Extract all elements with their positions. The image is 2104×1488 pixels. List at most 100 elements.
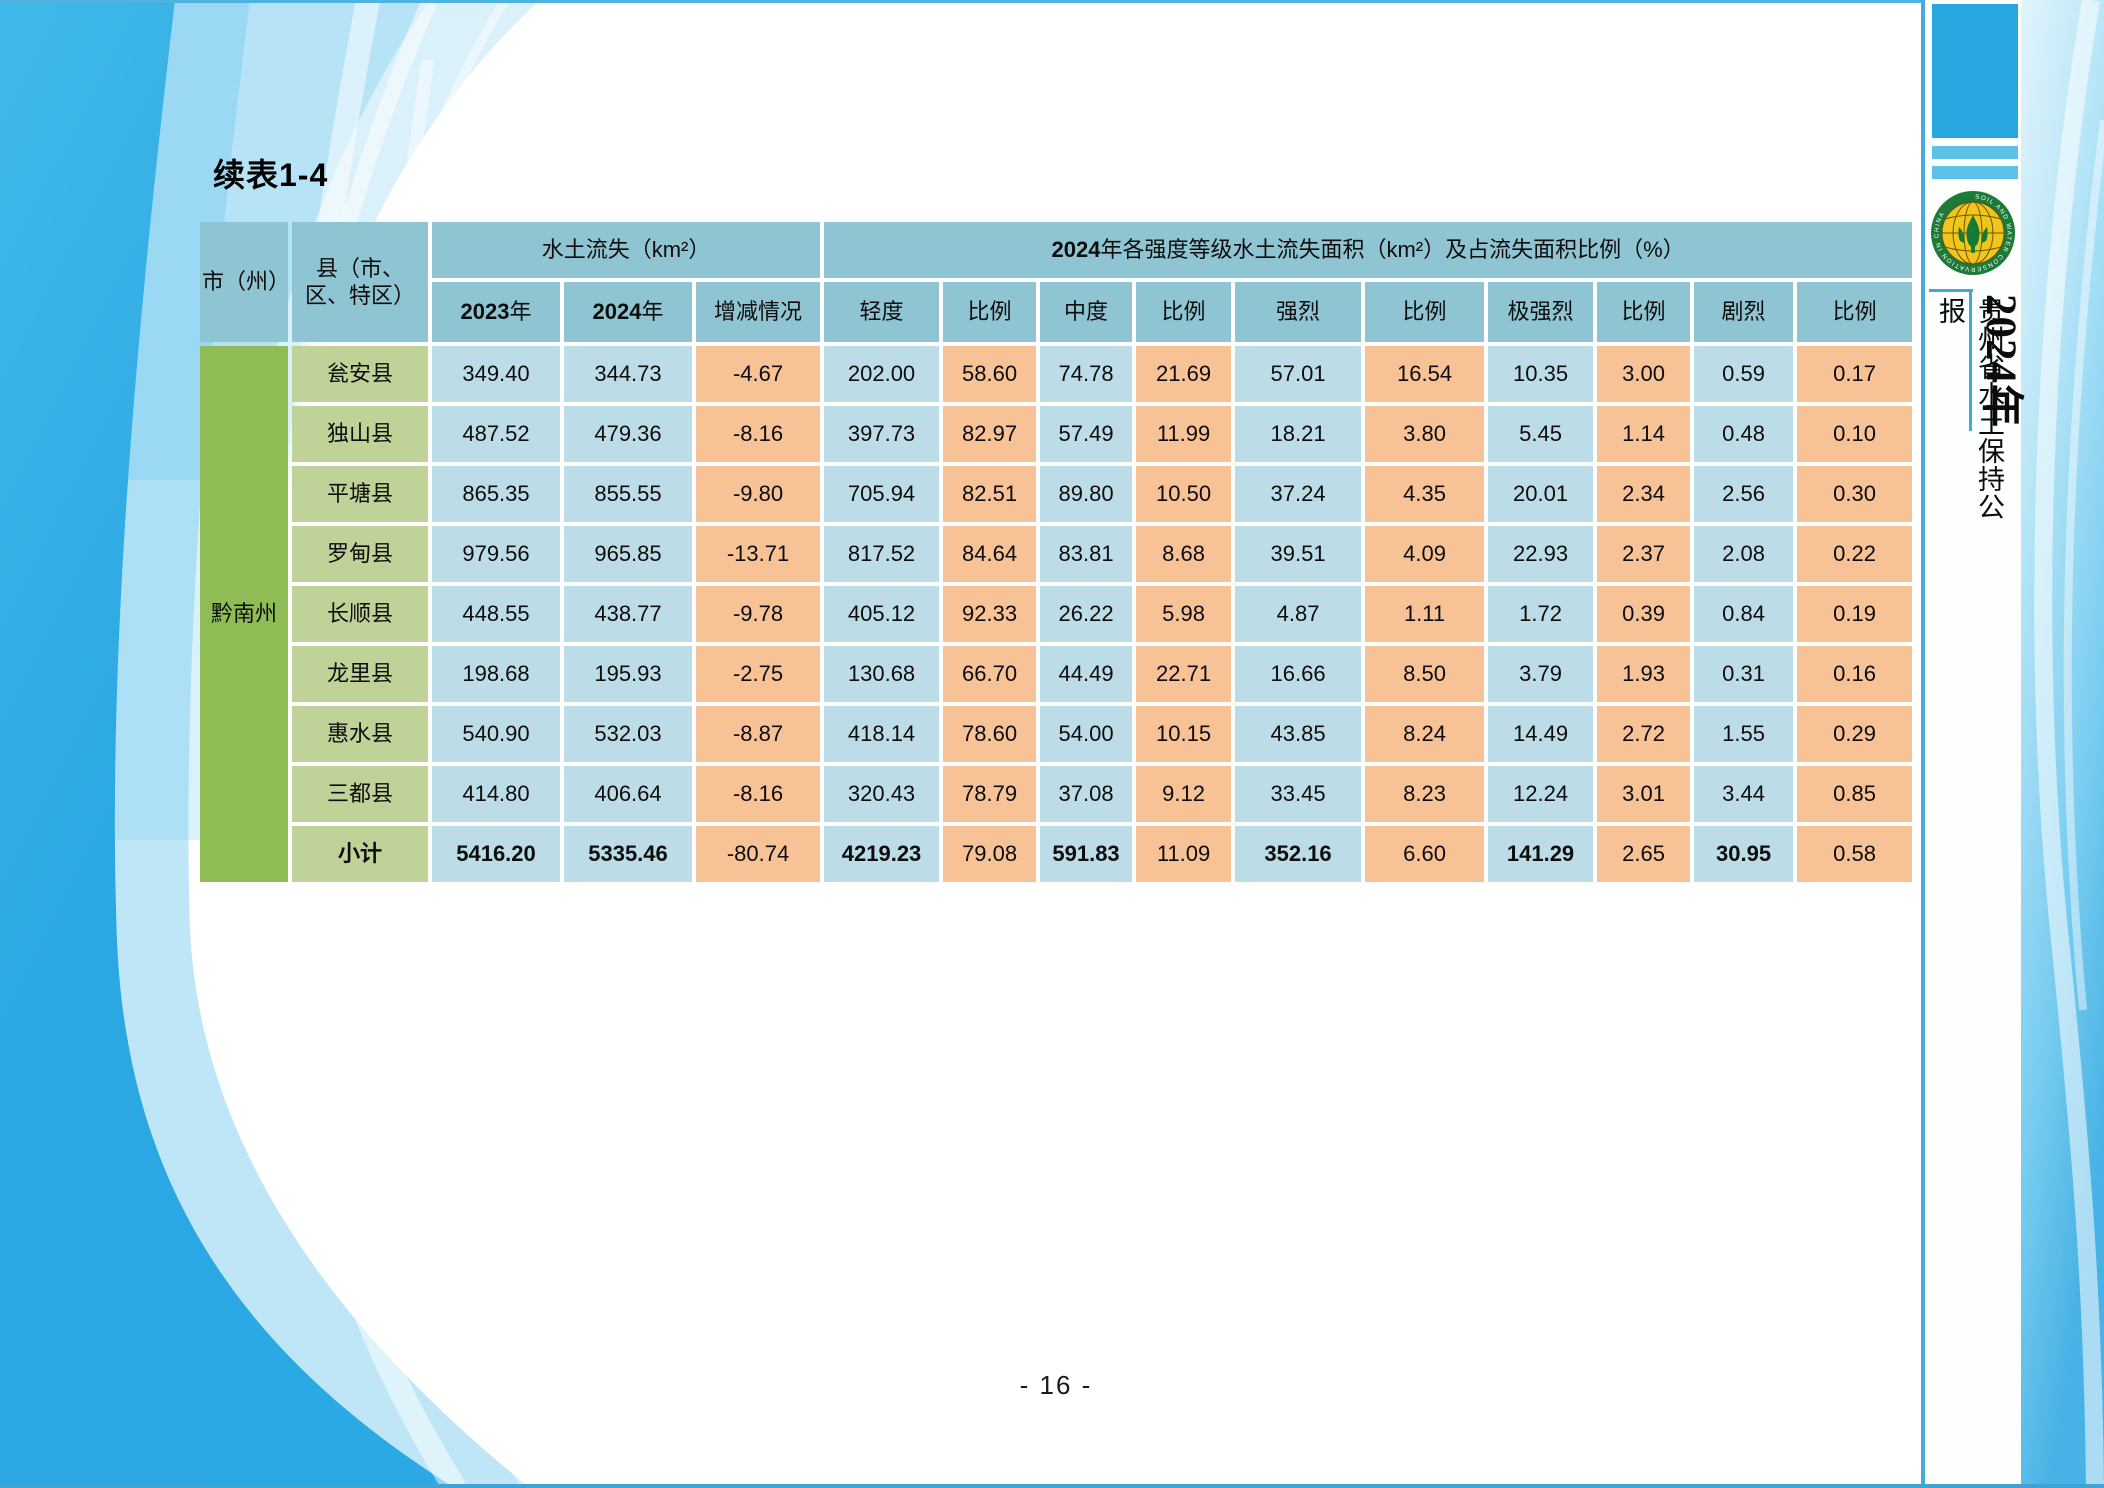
value-cell: 39.51 — [1235, 526, 1362, 582]
value-cell: 74.78 — [1040, 346, 1133, 402]
county-cell: 瓮安县 — [292, 346, 428, 402]
value-cell: -8.16 — [696, 766, 821, 822]
value-cell: 320.43 — [824, 766, 940, 822]
page-bottom-border — [0, 1484, 2104, 1488]
value-cell: 0.59 — [1694, 346, 1794, 402]
value-cell: 979.56 — [432, 526, 560, 582]
table-row: 黔南州 瓮安县 349.40 344.73 -4.67 202.00 58.60 74.78 2… — [200, 346, 1913, 882]
value-cell: 89.80 — [1040, 466, 1133, 522]
value-cell: 865.35 — [432, 466, 560, 522]
header-city: 市（州） — [200, 222, 288, 342]
value-cell: 12.24 — [1488, 766, 1594, 822]
county-cell: 长顺县 — [292, 586, 428, 642]
header-intensity-col: 极强烈 — [1488, 282, 1594, 342]
value-cell: 92.33 — [943, 586, 1037, 642]
county-cell: 小计 — [292, 826, 428, 882]
value-cell: 79.08 — [943, 826, 1037, 882]
value-cell: 16.54 — [1365, 346, 1485, 402]
value-cell: 2.65 — [1597, 826, 1691, 882]
table-row: 惠水县 540.90 532.03 -8.87 418.14 78.60 54.00 10.1… — [200, 706, 1913, 762]
value-cell: 8.23 — [1365, 766, 1485, 822]
value-cell: 83.81 — [1040, 526, 1133, 582]
value-cell: -8.16 — [696, 406, 821, 462]
value-cell: 202.00 — [824, 346, 940, 402]
value-cell: 78.79 — [943, 766, 1037, 822]
header-intensity-col: 中度 — [1040, 282, 1133, 342]
header-2024: 2024年 — [564, 282, 692, 342]
value-cell: 352.16 — [1235, 826, 1362, 882]
value-cell: 2.08 — [1694, 526, 1794, 582]
value-cell: 0.29 — [1797, 706, 1913, 762]
value-cell: 26.22 — [1040, 586, 1133, 642]
value-cell: 0.85 — [1797, 766, 1913, 822]
table-header: 市（州） 县（市、 区、特区） 水土流失（km²） 2024年各强度等级水土流失… — [200, 222, 1913, 342]
value-cell: 397.73 — [824, 406, 940, 462]
value-cell: 3.01 — [1597, 766, 1691, 822]
soil-water-conservation-logo-icon: SOIL AND WATER CONSERVATION IN CHINA — [1931, 191, 2015, 275]
value-cell: 4219.23 — [824, 826, 940, 882]
sidebar-accent-bar — [1932, 166, 2018, 179]
value-cell: 22.93 — [1488, 526, 1594, 582]
value-cell: 1.14 — [1597, 406, 1691, 462]
value-cell: 0.84 — [1694, 586, 1794, 642]
value-cell: 591.83 — [1040, 826, 1133, 882]
page-number: - 16 - — [1019, 1370, 1093, 1400]
value-cell: 58.60 — [943, 346, 1037, 402]
value-cell: 3.79 — [1488, 646, 1594, 702]
value-cell: 2.34 — [1597, 466, 1691, 522]
value-cell: 18.21 — [1235, 406, 1362, 462]
value-cell: 438.77 — [564, 586, 692, 642]
value-cell: 479.36 — [564, 406, 692, 462]
header-intensity-col: 比例 — [1136, 282, 1232, 342]
header-intensity-group: 2024年各强度等级水土流失面积（km²）及占流失面积比例（%） — [824, 222, 1913, 278]
value-cell: 406.64 — [564, 766, 692, 822]
value-cell: 1.11 — [1365, 586, 1485, 642]
table-row: 长顺县 448.55 438.77 -9.78 405.12 92.33 26.22 5.98… — [200, 586, 1913, 642]
county-cell: 三都县 — [292, 766, 428, 822]
value-cell: 0.39 — [1597, 586, 1691, 642]
header-intensity-col: 轻度 — [824, 282, 940, 342]
value-cell: 532.03 — [564, 706, 692, 762]
value-cell: 540.90 — [432, 706, 560, 762]
value-cell: 9.12 — [1136, 766, 1232, 822]
value-cell: 10.15 — [1136, 706, 1232, 762]
value-cell: 16.66 — [1235, 646, 1362, 702]
value-cell: 195.93 — [564, 646, 692, 702]
value-cell: 130.68 — [824, 646, 940, 702]
value-cell: -9.78 — [696, 586, 821, 642]
value-cell: 3.00 — [1597, 346, 1691, 402]
value-cell: 82.51 — [943, 466, 1037, 522]
value-cell: 11.09 — [1136, 826, 1232, 882]
value-cell: -9.80 — [696, 466, 821, 522]
value-cell: 37.08 — [1040, 766, 1133, 822]
value-cell: 414.80 — [432, 766, 560, 822]
value-cell: -4.67 — [696, 346, 821, 402]
value-cell: 0.58 — [1797, 826, 1913, 882]
value-cell: -2.75 — [696, 646, 821, 702]
table-row: 独山县 487.52 479.36 -8.16 397.73 82.97 57.49 11.9… — [200, 406, 1913, 462]
value-cell: 10.35 — [1488, 346, 1594, 402]
value-cell: 20.01 — [1488, 466, 1594, 522]
value-cell: 66.70 — [943, 646, 1037, 702]
sidebar-year-label: 2024年 — [1977, 294, 2024, 428]
value-cell: 5416.20 — [432, 826, 560, 882]
value-cell: 0.17 — [1797, 346, 1913, 402]
value-cell: 855.55 — [564, 466, 692, 522]
value-cell: 705.94 — [824, 466, 940, 522]
value-cell: 418.14 — [824, 706, 940, 762]
value-cell: 0.16 — [1797, 646, 1913, 702]
value-cell: 141.29 — [1488, 826, 1594, 882]
header-intensity-col: 剧烈 — [1694, 282, 1794, 342]
value-cell: 0.19 — [1797, 586, 1913, 642]
value-cell: 5.98 — [1136, 586, 1232, 642]
value-cell: 349.40 — [432, 346, 560, 402]
table-row: 罗甸县 979.56 965.85 -13.71 817.52 84.64 83.81 8.6… — [200, 526, 1913, 582]
header-intensity-col: 比例 — [1365, 282, 1485, 342]
value-cell: 37.24 — [1235, 466, 1362, 522]
page-top-border — [0, 0, 1922, 3]
value-cell: -80.74 — [696, 826, 821, 882]
value-cell: 487.52 — [432, 406, 560, 462]
sidebar-accent-bar — [1932, 146, 2018, 159]
value-cell: 448.55 — [432, 586, 560, 642]
value-cell: 82.97 — [943, 406, 1037, 462]
